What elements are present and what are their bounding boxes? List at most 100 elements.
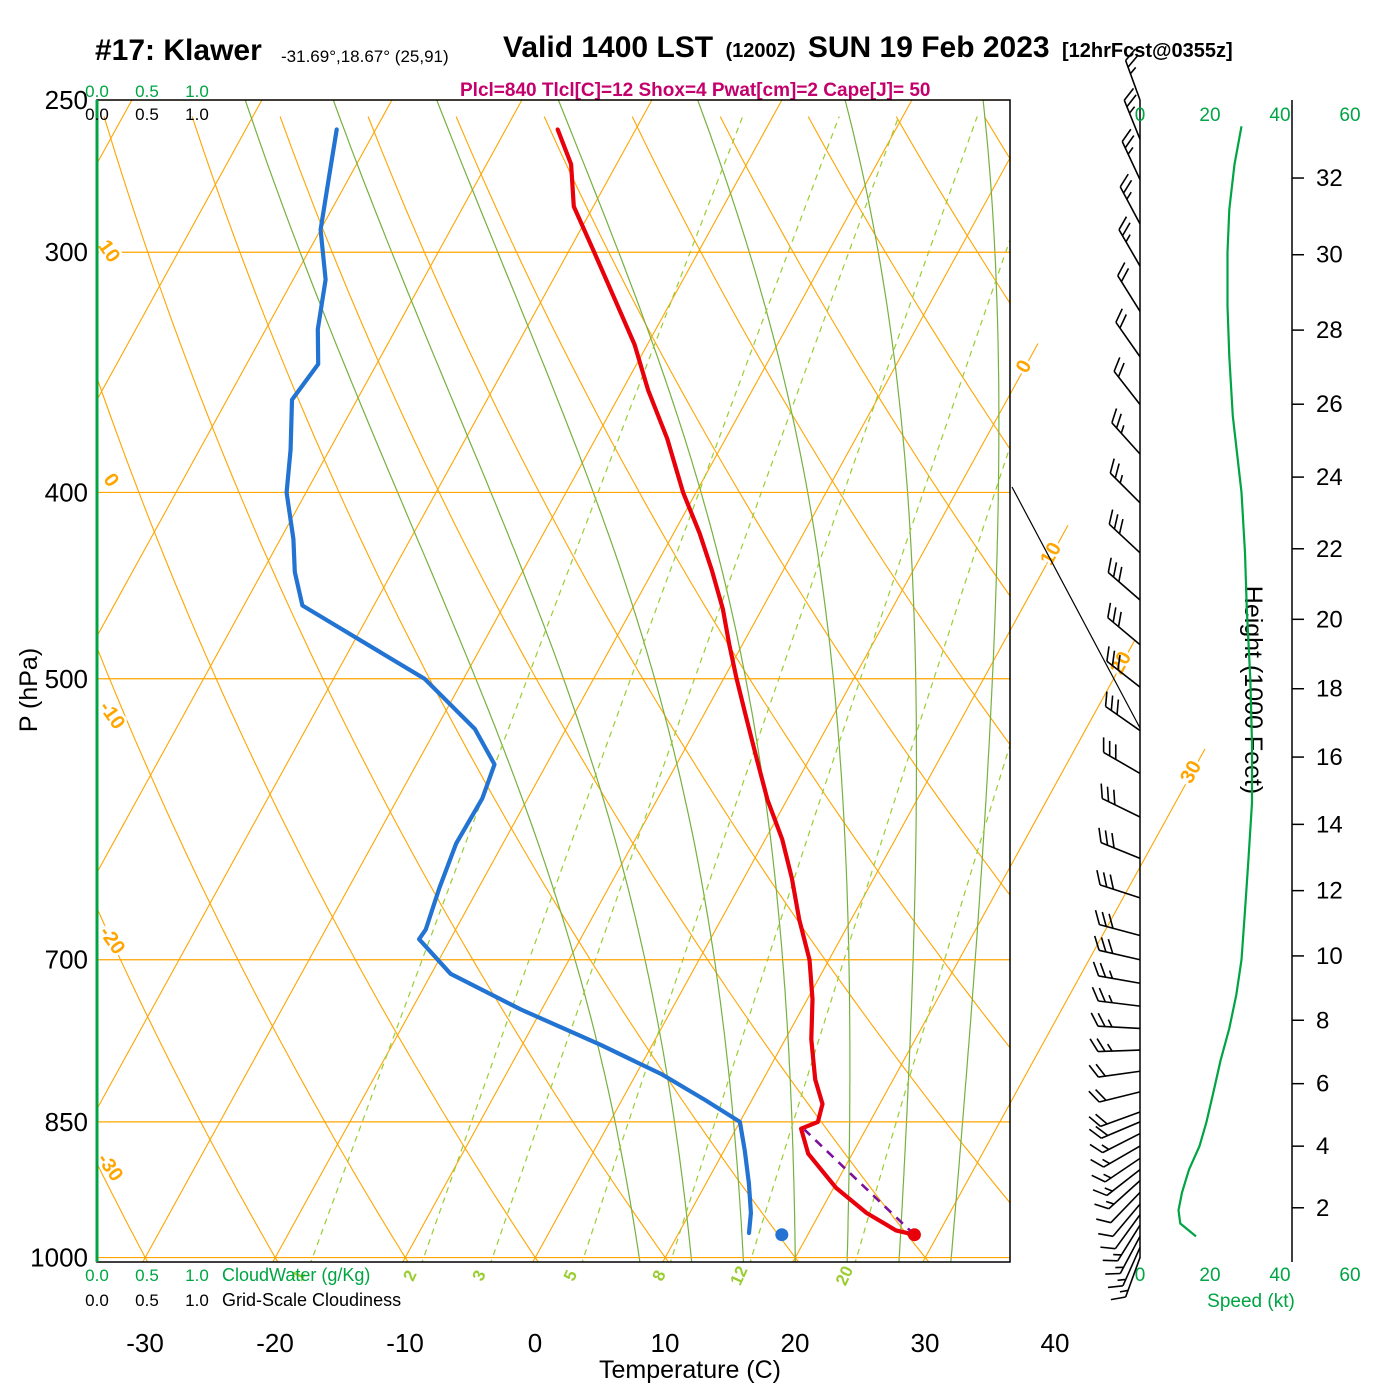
dry-adiabat-line <box>807 116 1010 450</box>
cloudiness-tick-top: 1.0 <box>185 105 209 124</box>
wind-barb-stem <box>1098 1000 1141 1007</box>
isotherm-label: 0 <box>1012 356 1037 376</box>
wind-barb-feather <box>1115 413 1122 429</box>
wind-barb-feather <box>1100 783 1104 799</box>
wind-barb-half-feather <box>1105 1200 1115 1205</box>
wind-barb-feather <box>1091 986 1100 1002</box>
wind-barb-half-feather <box>1108 970 1114 979</box>
cloudiness-tick-bottom: 0.5 <box>135 1291 159 1310</box>
dry-adiabat-line <box>719 116 1010 597</box>
wind-barb-feather <box>1104 691 1108 707</box>
wind-barb-stem <box>1100 1111 1141 1128</box>
temperature-tick-label: 40 <box>1041 1328 1070 1358</box>
isotherm-extension-line <box>1009 525 1069 631</box>
mixing-ratio-line <box>421 116 840 1262</box>
dry-adiabat-line <box>97 376 539 1262</box>
cloudwater-tick-bottom: 1.0 <box>185 1266 209 1285</box>
dry-adiabat-line <box>631 116 1010 746</box>
temperature-tick-label: 0 <box>528 1328 542 1358</box>
dry-adiabat-line <box>543 116 1010 897</box>
isotherm-line <box>272 100 913 1262</box>
wind-barb-feather <box>1110 695 1114 711</box>
wind-barb-feather <box>1092 1189 1108 1197</box>
wind-barb-feather <box>1100 937 1107 953</box>
mixing-ratio-label: 5 <box>560 1267 581 1284</box>
wind-barb-feather <box>1110 1296 1126 1301</box>
temperature-curve <box>555 127 917 1237</box>
wind-barb-half-feather <box>1126 191 1132 200</box>
speed-tick-label-bottom: 40 <box>1269 1265 1290 1286</box>
speed-tick-label-bottom: 60 <box>1339 1265 1360 1286</box>
station-coords: -31.69°,18.67° (25,91) <box>281 47 449 66</box>
wind-barb-half-feather <box>1107 1019 1113 1028</box>
wind-barb-stem <box>1099 884 1141 899</box>
temperature-tick-label: -20 <box>256 1328 294 1358</box>
pressure-tick-label: 500 <box>45 664 88 694</box>
wind-barb-half-feather <box>1127 146 1134 155</box>
moist-adiabat-line <box>244 100 641 1262</box>
wind-barb-feather <box>1096 870 1101 886</box>
wind-barb-feather <box>1107 938 1114 954</box>
wind-barb-half-feather <box>1106 1043 1113 1052</box>
wind-barb-half-feather <box>1102 1158 1111 1165</box>
temperature-tick-label: -30 <box>126 1328 164 1358</box>
speed-tick-label-bottom: 20 <box>1199 1265 1220 1286</box>
background-lines <box>97 100 1400 1287</box>
height-tick-label: 14 <box>1316 811 1343 838</box>
wind-barb-feather <box>1119 314 1127 329</box>
wind-barb-feather <box>1119 173 1129 188</box>
surface-temperature-marker <box>907 1228 921 1242</box>
height-tick-label: 26 <box>1316 391 1343 418</box>
cloudwater-tick-bottom: 0.5 <box>135 1266 159 1285</box>
cloudwater-tick-top: 0.0 <box>85 82 109 101</box>
cloudwater-tick-top: 1.0 <box>185 82 209 101</box>
moist-adiabat-line <box>697 100 851 1262</box>
wind-barb-feather <box>1108 509 1114 525</box>
height-tick-label: 16 <box>1316 744 1343 771</box>
dry-adiabat-line <box>367 116 1010 1204</box>
speed-tick-label-top: 0 <box>1135 105 1146 126</box>
mixing-ratio-line <box>749 444 1010 1262</box>
isotherm-line <box>142 100 783 1262</box>
wind-barb-feather <box>1122 179 1133 194</box>
plot-frame <box>96 99 1011 1263</box>
wind-barb-feather <box>1117 611 1122 627</box>
dry-adiabat-line <box>191 116 800 1262</box>
wind-barb-feather <box>1095 1063 1106 1077</box>
wind-barb-half-feather <box>1104 1187 1113 1192</box>
mixing-ratio-line <box>669 237 1010 1262</box>
cloudwater-tick-top: 0.5 <box>135 82 159 101</box>
wind-barb-feather <box>1107 1285 1124 1289</box>
wind-barb-half-feather <box>1119 1289 1129 1293</box>
wind-barb-stem <box>1124 1257 1141 1298</box>
isotherm-label: 10 <box>1036 539 1066 569</box>
wind-barb-half-feather <box>1125 234 1131 243</box>
moist-adiabat-line <box>332 100 693 1262</box>
cloudiness-axis-label: Grid-Scale Cloudiness <box>222 1290 401 1310</box>
wind-barb-feather <box>1088 1128 1102 1139</box>
wind-barb-feather <box>1108 913 1114 929</box>
temperature-axis-title: Temperature (C) <box>599 1356 781 1384</box>
wind-barb-feather <box>1121 128 1132 142</box>
isotherm-line <box>97 100 263 401</box>
dry-adiabat-line <box>1336 117 1400 1287</box>
wind-barb-feather <box>1102 1259 1118 1262</box>
wind-barb-half-feather <box>1119 474 1124 484</box>
mixing-ratio-label: 8 <box>648 1267 669 1284</box>
wind-barb-feather <box>1107 602 1112 618</box>
dry-adiabat-line <box>97 906 279 1262</box>
dry-adiabat-line <box>1072 117 1400 1287</box>
wind-barb-feather <box>1094 909 1101 925</box>
dry-adiabat-label: 0 <box>99 470 123 492</box>
wind-barb-feather <box>1107 557 1112 573</box>
wind-barb-stem <box>1123 99 1141 140</box>
wind-barb-feather <box>1088 1090 1100 1103</box>
wind-barb-feather <box>1114 463 1120 479</box>
wind-barb-stem <box>1105 705 1141 732</box>
wind-barb-half-feather <box>1103 1173 1112 1179</box>
wind-barb-feather <box>1097 1012 1106 1027</box>
wind-barb-feather <box>1104 830 1109 846</box>
wind-barb-feather <box>1089 1143 1104 1154</box>
